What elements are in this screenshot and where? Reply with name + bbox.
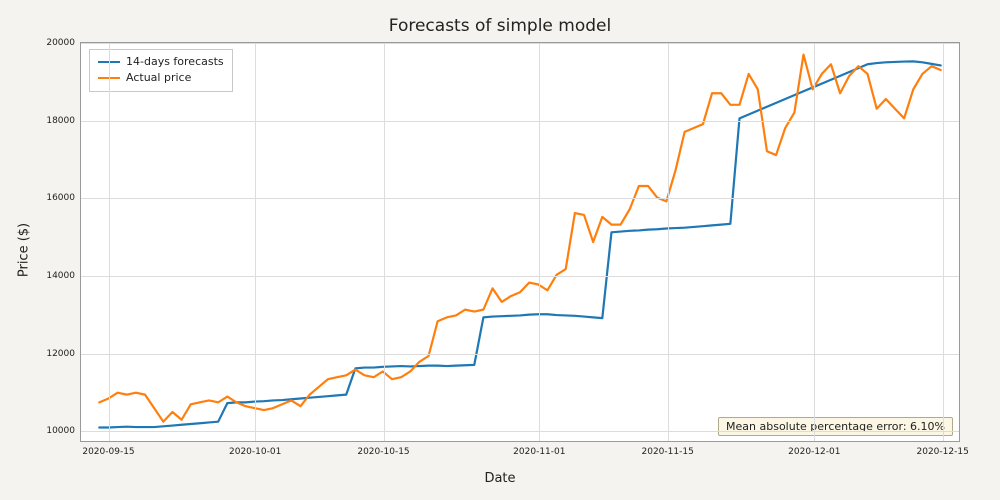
gridline-v xyxy=(814,43,815,441)
plot-area: 14-days forecastsActual price Mean absol… xyxy=(80,42,960,442)
gridline-v xyxy=(539,43,540,441)
gridline-h xyxy=(81,431,959,432)
gridline-v xyxy=(255,43,256,441)
gridline-v xyxy=(943,43,944,441)
legend-item: Actual price xyxy=(98,70,224,86)
gridline-h xyxy=(81,276,959,277)
ytick-label: 14000 xyxy=(46,271,75,281)
xtick-label: 2020-11-15 xyxy=(642,447,694,457)
xtick-label: 2020-12-01 xyxy=(788,447,840,457)
xtick-label: 2020-10-01 xyxy=(229,447,281,457)
figure: Forecasts of simple model Price ($) Date… xyxy=(0,0,1000,500)
xtick-label: 2020-09-15 xyxy=(82,447,134,457)
ytick-label: 16000 xyxy=(46,193,75,203)
ytick-label: 18000 xyxy=(46,116,75,126)
gridline-h xyxy=(81,121,959,122)
legend-label: Actual price xyxy=(126,70,191,86)
gridline-v xyxy=(668,43,669,441)
ytick-label: 12000 xyxy=(46,349,75,359)
error-annotation: Mean absolute percentage error: 6.10% xyxy=(718,417,953,436)
x-axis-label: Date xyxy=(0,471,1000,486)
legend-label: 14-days forecasts xyxy=(126,54,224,70)
gridline-h xyxy=(81,43,959,44)
gridline-h xyxy=(81,198,959,199)
gridline-v xyxy=(384,43,385,441)
gridline-v xyxy=(109,43,110,441)
xtick-label: 2020-11-01 xyxy=(513,447,565,457)
y-axis-label: Price ($) xyxy=(17,223,32,277)
xtick-label: 2020-12-15 xyxy=(917,447,969,457)
plot-title: Forecasts of simple model xyxy=(0,16,1000,36)
xtick-label: 2020-10-15 xyxy=(357,447,409,457)
legend: 14-days forecastsActual price xyxy=(89,49,233,92)
ytick-label: 10000 xyxy=(46,426,75,436)
gridline-h xyxy=(81,354,959,355)
ytick-label: 20000 xyxy=(46,38,75,48)
series-svg xyxy=(81,43,959,441)
legend-item: 14-days forecasts xyxy=(98,54,224,70)
